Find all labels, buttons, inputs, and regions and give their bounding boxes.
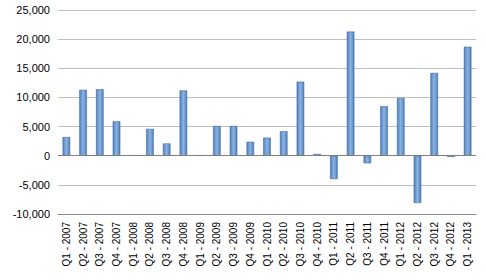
svg-text:Q4 - 2011: Q4 - 2011 [379, 222, 390, 266]
svg-text:Q3 - 2011: Q3 - 2011 [362, 222, 373, 266]
svg-text:25,000: 25,000 [16, 4, 50, 16]
svg-text:Q1 - 2012: Q1 - 2012 [395, 222, 406, 267]
svg-text:Q1 - 2007: Q1 - 2007 [61, 222, 72, 267]
svg-text:Q1 - 2008: Q1 - 2008 [128, 222, 139, 267]
svg-text:Q2 - 2007: Q2 - 2007 [78, 222, 89, 267]
svg-text:Q3 - 2008: Q3 - 2008 [161, 222, 172, 267]
svg-text:Q4 - 2007: Q4 - 2007 [111, 222, 122, 267]
svg-text:Q3 - 2007: Q3 - 2007 [94, 222, 105, 267]
svg-text:Q1 - 2010: Q1 - 2010 [262, 222, 273, 267]
svg-text:5,000: 5,000 [22, 121, 50, 133]
svg-text:15,000: 15,000 [16, 62, 50, 74]
svg-text:Q2 - 2011: Q2 - 2011 [345, 222, 356, 266]
svg-text:-10,000: -10,000 [13, 208, 50, 220]
svg-text:20,000: 20,000 [16, 33, 50, 45]
svg-text:Q4 - 2012: Q4 - 2012 [445, 222, 456, 267]
svg-text:Q2 - 2008: Q2 - 2008 [144, 222, 155, 267]
svg-text:0: 0 [44, 150, 50, 162]
svg-text:Q1 - 2013: Q1 - 2013 [462, 222, 473, 267]
svg-text:Q2 - 2009: Q2 - 2009 [211, 222, 222, 267]
svg-text:-5,000: -5,000 [19, 179, 50, 191]
svg-text:Q1 - 2009: Q1 - 2009 [195, 222, 206, 267]
svg-text:Q4 - 2010: Q4 - 2010 [312, 222, 323, 267]
svg-text:Q1 - 2011: Q1 - 2011 [328, 222, 339, 266]
svg-text:Q2 - 2012: Q2 - 2012 [412, 222, 423, 267]
svg-text:Q3 - 2010: Q3 - 2010 [295, 222, 306, 267]
svg-text:Q3 - 2012: Q3 - 2012 [429, 222, 440, 267]
svg-text:Q3 - 2009: Q3 - 2009 [228, 222, 239, 267]
svg-text:Q4 - 2008: Q4 - 2008 [178, 222, 189, 267]
svg-text:10,000: 10,000 [16, 91, 50, 103]
svg-text:Q4 - 2009: Q4 - 2009 [245, 222, 256, 267]
svg-text:Q2 - 2010: Q2 - 2010 [278, 222, 289, 267]
